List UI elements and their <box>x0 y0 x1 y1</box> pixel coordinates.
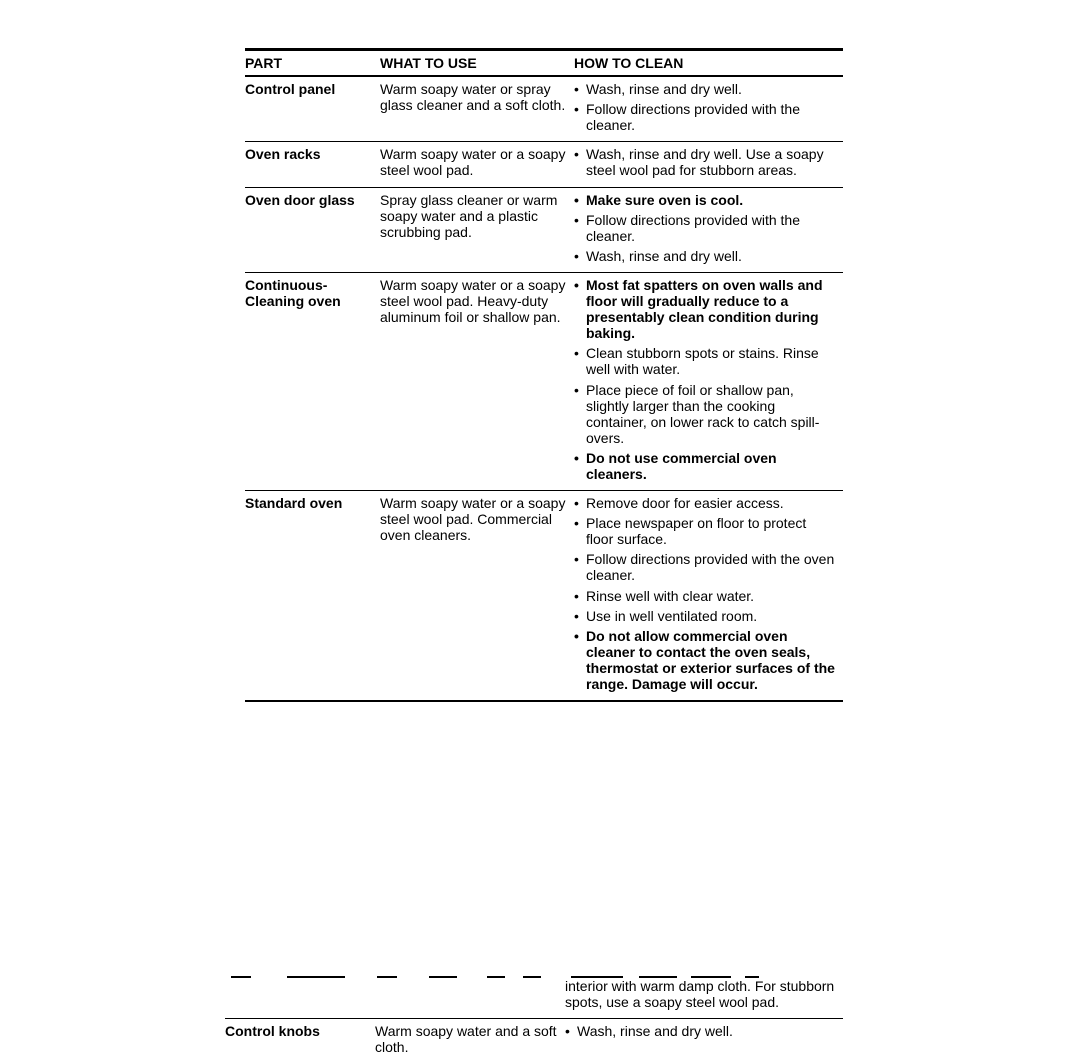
fragment-row: Control knobs Warm soapy water and a sof… <box>225 1023 843 1052</box>
fragment-how: Wash, rinse and dry well. <box>565 1023 843 1043</box>
col-header-what: WHAT TO USE <box>380 50 574 77</box>
part-cell: Standard oven <box>245 491 380 702</box>
what-cell: Warm soapy water or a soapy steel wool p… <box>380 272 574 490</box>
part-cell: Oven racks <box>245 142 380 187</box>
how-item: Clean stubborn spots or stains. Rinse we… <box>574 345 837 377</box>
how-item: Place newspaper on floor to protect floo… <box>574 515 837 547</box>
fragment-dashes <box>225 976 843 984</box>
how-list: Make sure oven is cool. Follow directions… <box>574 192 837 264</box>
table-row: Standard ovenWarm soapy water or a soapy… <box>245 491 843 702</box>
fragment-part: Control knobs <box>225 1023 375 1039</box>
how-item: Most fat spatters on oven walls and floo… <box>574 277 837 341</box>
fragment-separator <box>225 1018 843 1019</box>
how-list: Wash, rinse and dry well. Use a soapy st… <box>574 146 837 178</box>
how-item: Do not allow commercial oven cleaner to … <box>574 628 837 692</box>
how-item: Remove door for easier access. <box>574 495 837 511</box>
how-cell: Make sure oven is cool. Follow directions… <box>574 187 843 272</box>
how-cell: Wash, rinse and dry well. Follow directio… <box>574 76 843 142</box>
how-item: Use in well ventilated room. <box>574 608 837 624</box>
table-row: Oven racksWarm soapy water or a soapy st… <box>245 142 843 187</box>
how-item: Place piece of foil or shallow pan, slig… <box>574 382 837 446</box>
how-list: Remove door for easier access. Place news… <box>574 495 837 692</box>
how-item: Wash, rinse and dry well. Use a soapy st… <box>574 146 837 178</box>
page: PART WHAT TO USE HOW TO CLEAN Control pa… <box>0 0 1080 1052</box>
what-cell: Warm soapy water or spray glass cleaner … <box>380 76 574 142</box>
how-item: Follow directions provided with the clea… <box>574 101 837 133</box>
how-item: Rinse well with clear water. <box>574 588 837 604</box>
how-item: Wash, rinse and dry well. <box>574 248 837 264</box>
how-cell: Most fat spatters on oven walls and floo… <box>574 272 843 490</box>
how-list: Wash, rinse and dry well. Follow directio… <box>574 81 837 133</box>
how-item: Follow directions provided with the clea… <box>574 212 837 244</box>
cleaning-table: PART WHAT TO USE HOW TO CLEAN Control pa… <box>245 48 843 702</box>
table-row: Oven door glassSpray glass cleaner or wa… <box>245 187 843 272</box>
what-cell: Warm soapy water or a soapy steel wool p… <box>380 142 574 187</box>
how-item: Make sure oven is cool. <box>574 192 837 208</box>
how-list: Wash, rinse and dry well. <box>565 1023 843 1039</box>
part-cell: Continuous-Cleaning oven <box>245 272 380 490</box>
part-cell: Oven door glass <box>245 187 380 272</box>
part-cell: Control panel <box>245 76 380 142</box>
how-cell: Wash, rinse and dry well. Use a soapy st… <box>574 142 843 187</box>
table-row: Control panelWarm soapy water or spray g… <box>245 76 843 142</box>
col-header-part: PART <box>245 50 380 77</box>
how-item: Wash, rinse and dry well. <box>574 81 837 97</box>
fragment-what: Warm soapy water and a soft cloth. <box>375 1023 565 1052</box>
how-cell: Remove door for easier access. Place news… <box>574 491 843 702</box>
how-item: Follow directions provided with the oven… <box>574 551 837 583</box>
table-body: Control panelWarm soapy water or spray g… <box>245 76 843 701</box>
what-cell: Warm soapy water or a soapy steel wool p… <box>380 491 574 702</box>
table-header-row: PART WHAT TO USE HOW TO CLEAN <box>245 50 843 77</box>
lower-fragment: interior with warm damp cloth. For stubb… <box>225 978 843 1052</box>
col-header-how: HOW TO CLEAN <box>574 50 843 77</box>
how-item: Do not use commercial oven cleaners. <box>574 450 837 482</box>
how-item: Wash, rinse and dry well. <box>565 1023 843 1039</box>
table-row: Continuous-Cleaning ovenWarm soapy water… <box>245 272 843 490</box>
how-list: Most fat spatters on oven walls and floo… <box>574 277 837 482</box>
what-cell: Spray glass cleaner or warm soapy water … <box>380 187 574 272</box>
